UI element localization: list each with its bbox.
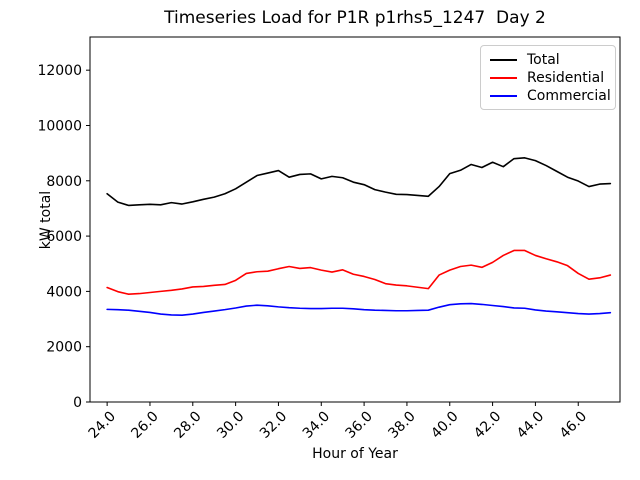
residential-line-swatch	[490, 77, 517, 79]
chart-title: Timeseries Load for P1R p1rhs5_1247 Day …	[164, 8, 546, 28]
x-tick-label: 40.0	[428, 409, 461, 442]
legend-label-commercial: Commercial	[527, 88, 611, 104]
x-tick-label: 42.0	[471, 409, 504, 442]
x-tick-label: 28.0	[171, 409, 204, 442]
y-tick-label: 12000	[37, 63, 82, 79]
y-tick-label: 8000	[46, 174, 82, 190]
x-tick-label: 26.0	[128, 409, 161, 442]
legend-item-commercial: Commercial	[490, 87, 611, 105]
total-line	[106, 157, 612, 207]
x-tick-label: 36.0	[343, 409, 376, 442]
x-tick-label: 38.0	[385, 409, 418, 442]
legend: Total Residential Commercial	[480, 45, 616, 110]
x-tick-label: 30.0	[214, 409, 247, 442]
y-axis-label: kW total	[38, 190, 54, 250]
y-tick-label: 0	[73, 395, 82, 411]
x-axis-label: Hour of Year	[312, 446, 398, 462]
plot-border	[89, 36, 621, 403]
legend-label-residential: Residential	[527, 70, 605, 86]
x-tick-label: 32.0	[257, 409, 290, 442]
legend-item-total: Total	[490, 51, 606, 69]
x-tick-label: 24.0	[86, 409, 119, 442]
x-tick-label: 46.0	[557, 409, 590, 442]
y-tick-label: 6000	[46, 229, 82, 245]
y-tick-label: 4000	[46, 284, 82, 300]
y-tick-label: 2000	[46, 340, 82, 356]
y-tick-label: 10000	[37, 118, 82, 134]
x-tick-label: 34.0	[300, 409, 333, 442]
x-tick-label: 44.0	[514, 409, 547, 442]
total-line-swatch	[490, 59, 517, 61]
legend-item-residential: Residential	[490, 69, 606, 87]
commercial-line-swatch	[490, 95, 517, 97]
residential-line	[106, 249, 612, 295]
commercial-line	[106, 302, 612, 316]
legend-label-total: Total	[527, 52, 560, 68]
